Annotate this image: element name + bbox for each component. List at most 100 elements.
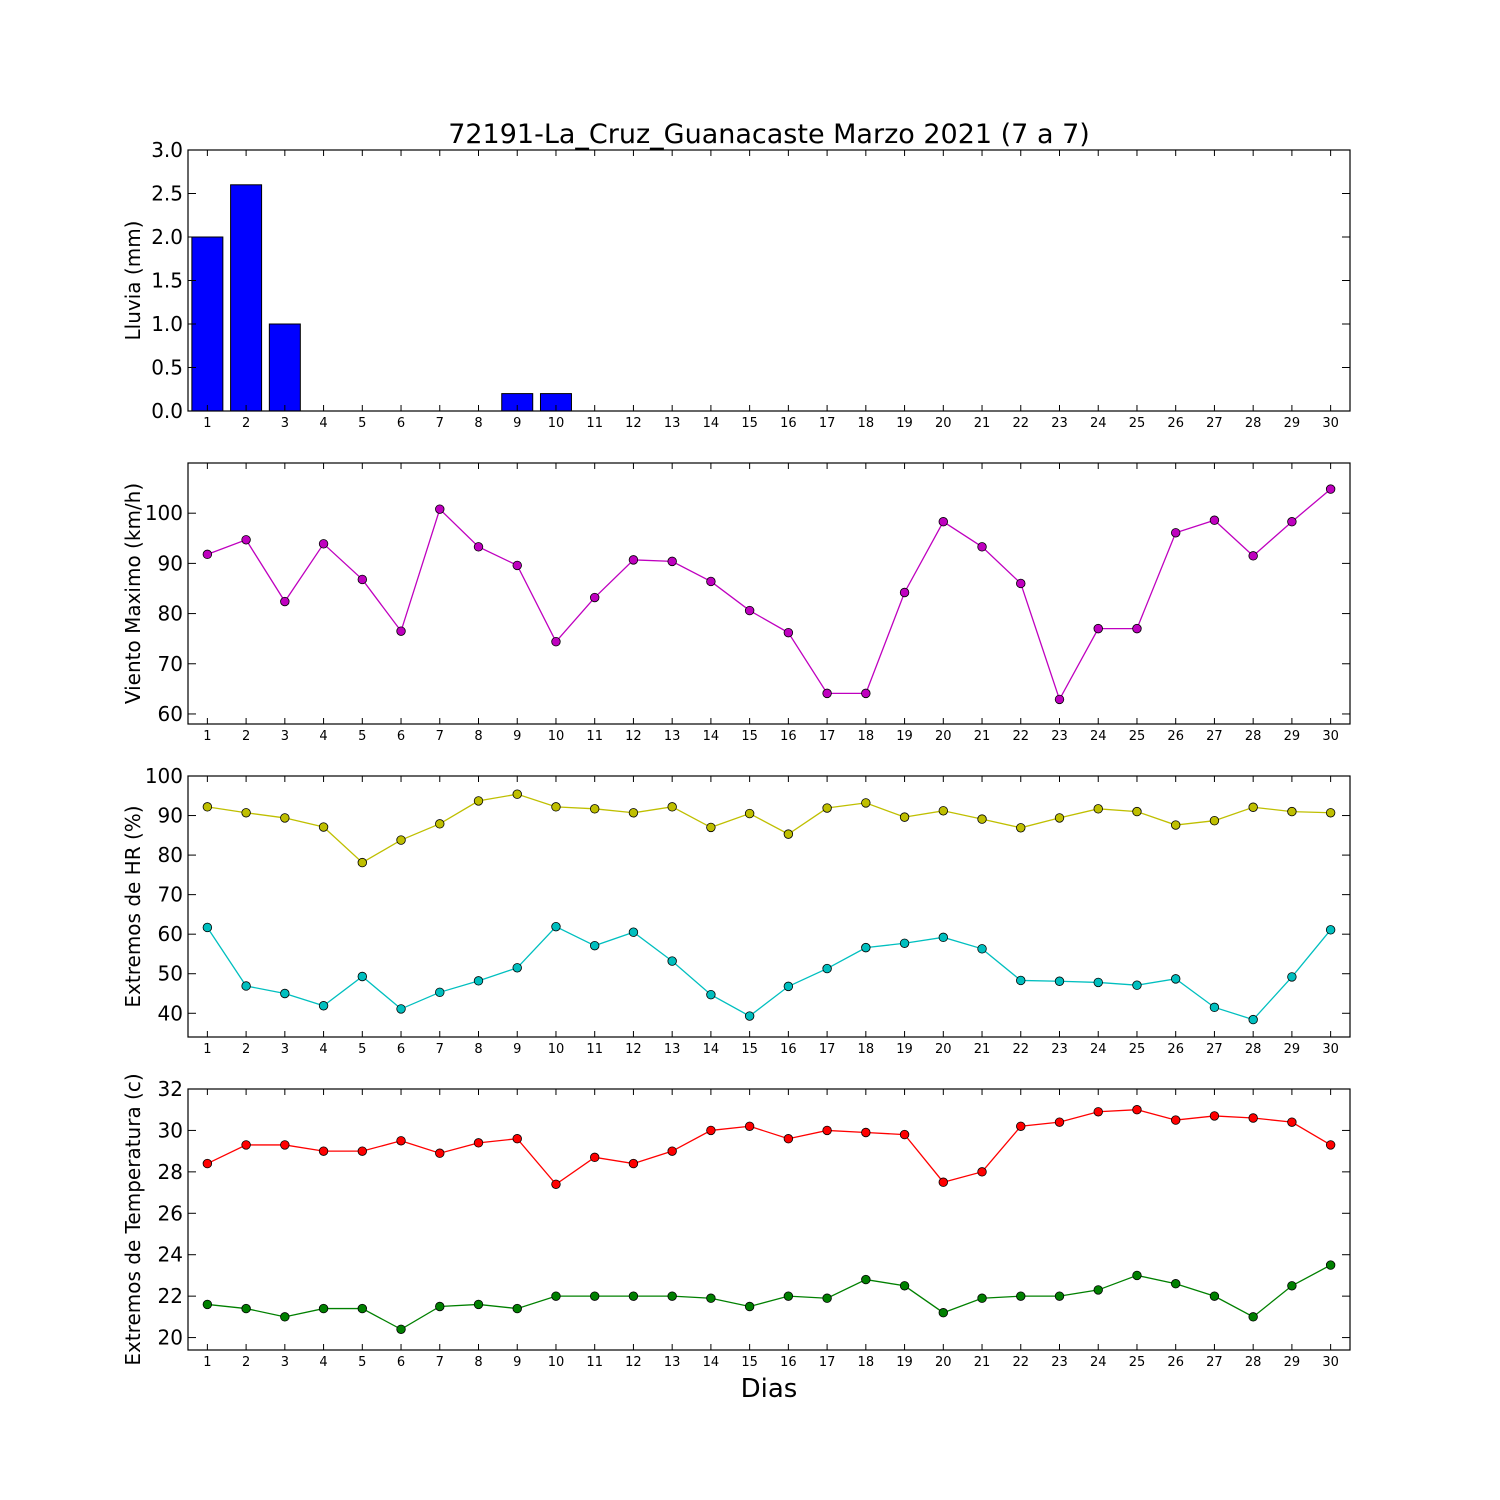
x-tick-label: 26 [1167, 1042, 1184, 1057]
x-tick-label: 19 [896, 1042, 913, 1057]
panel-2-frame [187, 462, 1351, 725]
hr-min-point-29 [1287, 972, 1297, 982]
hr-min-point-13 [667, 956, 677, 966]
x-tick-label: 18 [858, 416, 875, 431]
rain-bar-day-2 [230, 184, 263, 412]
x-tick-label: 5 [358, 1355, 366, 1370]
temp-min-point-4 [318, 1303, 329, 1314]
temp-min-point-12 [628, 1291, 639, 1301]
hr-max-point-29 [1287, 806, 1297, 817]
hr-max-point-5 [357, 857, 368, 868]
y-tick-label: 22 [158, 1284, 183, 1308]
temp-min-point-7 [435, 1301, 445, 1312]
x-tick-label: 4 [319, 1355, 327, 1370]
x-tick-label: 10 [548, 1355, 565, 1370]
x-tick-label: 30 [1322, 1355, 1339, 1370]
temp-max-point-24 [1093, 1107, 1103, 1117]
x-tick-label: 7 [436, 1355, 444, 1370]
x-tick-label: 6 [397, 416, 405, 431]
y-axis-label: Lluvia (mm) [121, 221, 145, 341]
x-tick-label: 5 [358, 1042, 366, 1057]
rain-bar-day-3 [268, 323, 301, 412]
wind-point-25 [1132, 623, 1142, 634]
hr-max-point-25 [1132, 806, 1142, 817]
temp-max-point-19 [899, 1129, 910, 1140]
x-tick-label: 20 [935, 1042, 952, 1057]
chart-panels: 0.00.51.01.52.02.53.01 2 3 4 5 6 7 8 9 10 11 12 13 14… [121, 138, 1351, 1370]
x-tick-label: 27 [1206, 729, 1223, 744]
x-tick-label: 6 [397, 729, 405, 744]
x-tick-label: 21 [974, 1042, 991, 1057]
temp-max-point-23 [1054, 1117, 1065, 1127]
hr-min-point-21 [977, 944, 987, 954]
x-tick-label: 16 [780, 1355, 797, 1370]
hr-max-point-4 [318, 822, 329, 832]
y-tick-label: 0.0 [151, 399, 183, 423]
hr-max-line [207, 793, 1331, 864]
x-tick-label: 28 [1245, 729, 1262, 744]
x-tick-label: 20 [935, 416, 952, 431]
temp-max-point-15 [744, 1121, 755, 1131]
y-tick-label: 20 [158, 1326, 183, 1350]
x-tick-label: 10 [548, 1042, 565, 1057]
x-tick-label: 24 [1090, 1042, 1107, 1057]
wind-point-3 [280, 596, 290, 607]
x-tick-label: 29 [1284, 416, 1301, 431]
temp-min-point-21 [977, 1293, 987, 1303]
x-tick-label: 26 [1167, 1355, 1184, 1370]
x-tick-label: 15 [741, 1042, 758, 1057]
hr-min-point-6 [396, 1004, 406, 1014]
hr-max-point-23 [1054, 813, 1065, 823]
x-tick-label: 15 [741, 416, 758, 431]
x-tick-label: 19 [896, 416, 913, 431]
y-tick-label: 70 [158, 652, 183, 676]
hr-min-point-24 [1093, 977, 1103, 988]
panel-1-frame [187, 149, 1351, 412]
x-tick-label: 23 [1051, 1042, 1068, 1057]
y-tick-label: 100 [145, 501, 183, 525]
x-tick-label: 4 [319, 416, 327, 431]
panel-3-frame [187, 775, 1351, 1038]
x-tick-label: 3 [281, 1042, 289, 1057]
wind-point-2 [241, 535, 251, 545]
panel-1: 0.00.51.01.52.02.53.01 2 3 4 5 6 7 8 9 10 11 12 13 14… [121, 138, 1351, 431]
y-tick-label: 2.5 [151, 182, 183, 206]
temp-max-point-21 [977, 1167, 987, 1177]
hr-max-point-16 [783, 829, 794, 839]
hr-min-point-7 [435, 987, 445, 998]
x-tick-label: 27 [1206, 1042, 1223, 1057]
temp-min-point-5 [357, 1303, 368, 1314]
x-tick-label: 15 [741, 1355, 758, 1370]
hr-max-point-26 [1170, 820, 1181, 830]
hr-min-line [206, 925, 1332, 1021]
hr-min-point-14 [706, 989, 716, 1000]
x-tick-label: 1 [203, 1042, 211, 1057]
x-tick-label: 2 [242, 416, 250, 431]
hr-min-point-23 [1054, 976, 1065, 986]
hr-max-point-13 [667, 802, 677, 812]
wind-point-30 [1325, 484, 1336, 494]
x-tick-label: 30 [1322, 729, 1339, 744]
y-tick-label: 100 [145, 764, 183, 788]
hr-min-point-10 [551, 921, 561, 932]
hr-min-point-16 [783, 981, 794, 992]
hr-min-point-8 [473, 976, 484, 986]
hr-min-point-3 [280, 988, 290, 999]
x-axis-label: Dias [741, 1374, 798, 1404]
x-tick-label: 26 [1167, 416, 1184, 431]
x-tick-label: 6 [397, 1355, 405, 1370]
x-tick-label: 13 [664, 416, 681, 431]
temp-max-point-17 [822, 1125, 832, 1136]
x-tick-label: 29 [1284, 729, 1301, 744]
x-tick-label: 14 [703, 729, 720, 744]
temp-min-point-15 [744, 1301, 755, 1312]
x-tick-label: 22 [1012, 729, 1029, 744]
x-tick-label: 10 [548, 729, 565, 744]
wind-point-24 [1093, 623, 1103, 634]
wind-point-28 [1248, 551, 1258, 561]
y-tick-label: 26 [158, 1201, 183, 1225]
x-tick-label: 8 [474, 1355, 482, 1370]
x-tick-label: 12 [625, 1355, 642, 1370]
